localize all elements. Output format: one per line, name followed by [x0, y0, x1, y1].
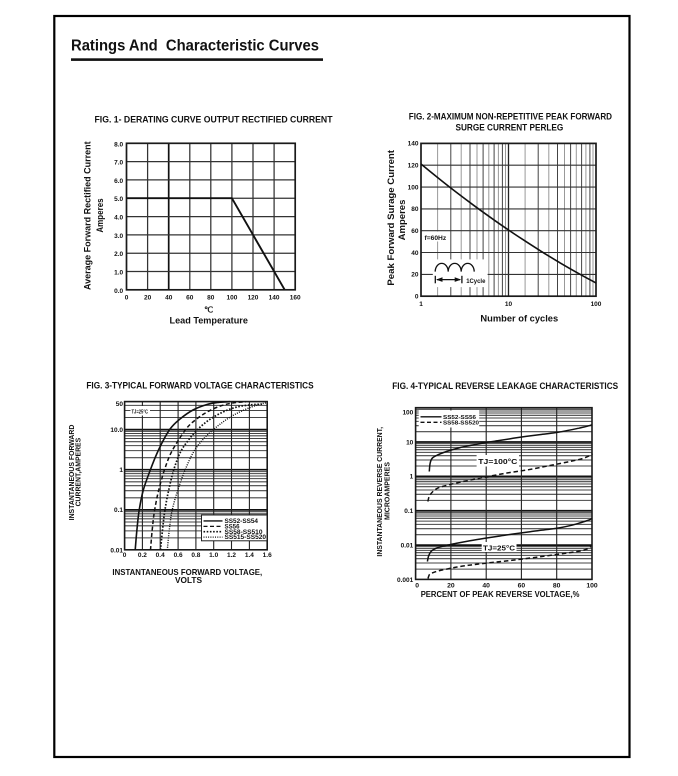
svg-text:4.0: 4.0	[114, 215, 123, 222]
svg-text:10: 10	[406, 439, 414, 446]
svg-text:1Cycle: 1Cycle	[466, 278, 486, 285]
svg-text:40: 40	[411, 250, 419, 257]
svg-text:TJ=25°C: TJ=25°C	[132, 410, 149, 416]
svg-text:100: 100	[402, 410, 413, 417]
svg-text:CURRENT,AMPERES: CURRENT,AMPERES	[73, 438, 82, 507]
svg-text:Average Forward Rectified Curr: Average Forward Rectified Current	[83, 141, 93, 290]
svg-text:20: 20	[411, 272, 419, 279]
svg-text:5.0: 5.0	[114, 196, 123, 203]
svg-text:40: 40	[482, 582, 490, 589]
svg-text:℃: ℃	[204, 306, 213, 315]
svg-text:0: 0	[123, 552, 127, 559]
svg-text:0: 0	[415, 294, 419, 301]
svg-text:FIG. 4-TYPICAL REVERSE LEAKAGE: FIG. 4-TYPICAL REVERSE LEAKAGE CHARACTER…	[392, 381, 618, 391]
svg-text:1.6: 1.6	[263, 552, 272, 559]
svg-text:10.0: 10.0	[110, 427, 123, 434]
svg-text:80: 80	[207, 294, 215, 301]
svg-text:6.0: 6.0	[114, 178, 123, 185]
svg-text:0.01: 0.01	[110, 547, 123, 554]
svg-text:80: 80	[553, 582, 561, 589]
svg-text:140: 140	[408, 141, 419, 148]
svg-text:Amperes: Amperes	[397, 200, 407, 241]
svg-text:60: 60	[518, 582, 526, 589]
svg-text:120: 120	[408, 163, 419, 170]
svg-text:100: 100	[226, 294, 237, 301]
svg-text:SS58-SS510: SS58-SS510	[225, 530, 264, 536]
svg-text:40: 40	[165, 294, 173, 301]
svg-text:80: 80	[411, 206, 419, 213]
svg-text:100: 100	[591, 301, 602, 308]
svg-text:2.0: 2.0	[114, 251, 123, 258]
svg-text:1.4: 1.4	[245, 552, 254, 559]
svg-text:FIG. 3-TYPICAL FORWARD VOLTAGE: FIG. 3-TYPICAL FORWARD VOLTAGE CHARACTER…	[86, 381, 313, 391]
svg-text:0: 0	[415, 582, 419, 589]
svg-text:Amperes: Amperes	[95, 198, 105, 232]
svg-text:SS52-SS54: SS52-SS54	[225, 519, 259, 525]
svg-text:0.1: 0.1	[114, 507, 123, 514]
svg-text:0.8: 0.8	[191, 552, 200, 559]
svg-text:1: 1	[119, 467, 123, 474]
svg-text:FIG. 2-MAXIMUM NON-REPETITIVE: FIG. 2-MAXIMUM NON-REPETITIVE PEAK FORWA…	[409, 112, 612, 122]
svg-text:SS58-SS520: SS58-SS520	[443, 421, 480, 427]
svg-text:7.0: 7.0	[114, 160, 123, 167]
svg-text:0.1: 0.1	[404, 508, 413, 515]
svg-text:f=60Hz: f=60Hz	[425, 235, 447, 242]
svg-text:VOLTS: VOLTS	[175, 576, 203, 585]
svg-text:Ratings And Characteristic Cu: Ratings And Characteristic Curves	[71, 38, 319, 55]
svg-text:1: 1	[410, 474, 414, 481]
svg-text:PERCENT OF PEAK REVERSE VOLTAG: PERCENT OF PEAK REVERSE VOLTAGE,%	[421, 589, 580, 599]
svg-text:SS515-SS520: SS515-SS520	[225, 535, 267, 541]
svg-text:TJ=25°C: TJ=25°C	[483, 544, 516, 553]
svg-text:1.0: 1.0	[209, 552, 218, 559]
svg-text:0.01: 0.01	[401, 542, 414, 549]
svg-text:8.0: 8.0	[114, 141, 123, 148]
svg-text:20: 20	[144, 294, 152, 301]
svg-text:INSTANTANEOUS REVERSE CURRENT,: INSTANTANEOUS REVERSE CURRENT,	[377, 427, 384, 557]
svg-text:INSTANTANEOUS FORWARD VOLTAGE,: INSTANTANEOUS FORWARD VOLTAGE,	[112, 568, 262, 577]
svg-text:160: 160	[290, 294, 301, 301]
svg-text:120: 120	[248, 294, 259, 301]
svg-text:1.2: 1.2	[227, 552, 236, 559]
svg-text:140: 140	[269, 294, 280, 301]
svg-text:FIG. 1- DERATING CURVE OUTPUT: FIG. 1- DERATING CURVE OUTPUT RECTIFIED …	[95, 114, 334, 124]
svg-text:Lead Temperature: Lead Temperature	[170, 316, 248, 327]
svg-text:3.0: 3.0	[114, 233, 123, 240]
svg-text:60: 60	[411, 228, 419, 235]
svg-text:0.2: 0.2	[138, 552, 147, 559]
svg-text:100: 100	[586, 582, 598, 589]
svg-text:20: 20	[447, 582, 455, 589]
svg-text:100: 100	[408, 184, 419, 191]
svg-text:Number of cycles: Number of cycles	[480, 314, 558, 325]
svg-text:0.0: 0.0	[114, 288, 123, 295]
svg-text:TJ=100°C: TJ=100°C	[478, 457, 518, 466]
svg-text:0.001: 0.001	[397, 577, 414, 584]
svg-text:60: 60	[186, 294, 194, 301]
svg-text:0.6: 0.6	[174, 552, 183, 559]
svg-text:SURGE CURRENT PERLEG: SURGE CURRENT PERLEG	[456, 122, 564, 132]
svg-text:1: 1	[419, 301, 423, 308]
svg-text:INSTANTANEOUS FORWARD: INSTANTANEOUS FORWARD	[67, 425, 76, 521]
svg-text:Peak Forward Surage Current: Peak Forward Surage Current	[386, 150, 396, 286]
svg-text:MICROAMPERES: MICROAMPERES	[384, 462, 391, 520]
svg-text:0: 0	[125, 294, 129, 301]
svg-text:SS52-SS56: SS52-SS56	[443, 415, 477, 421]
svg-text:10: 10	[505, 301, 513, 308]
svg-text:1.0: 1.0	[114, 270, 123, 277]
svg-text:0.4: 0.4	[156, 552, 165, 559]
svg-text:SS56: SS56	[225, 525, 241, 531]
svg-text:50: 50	[116, 401, 124, 408]
